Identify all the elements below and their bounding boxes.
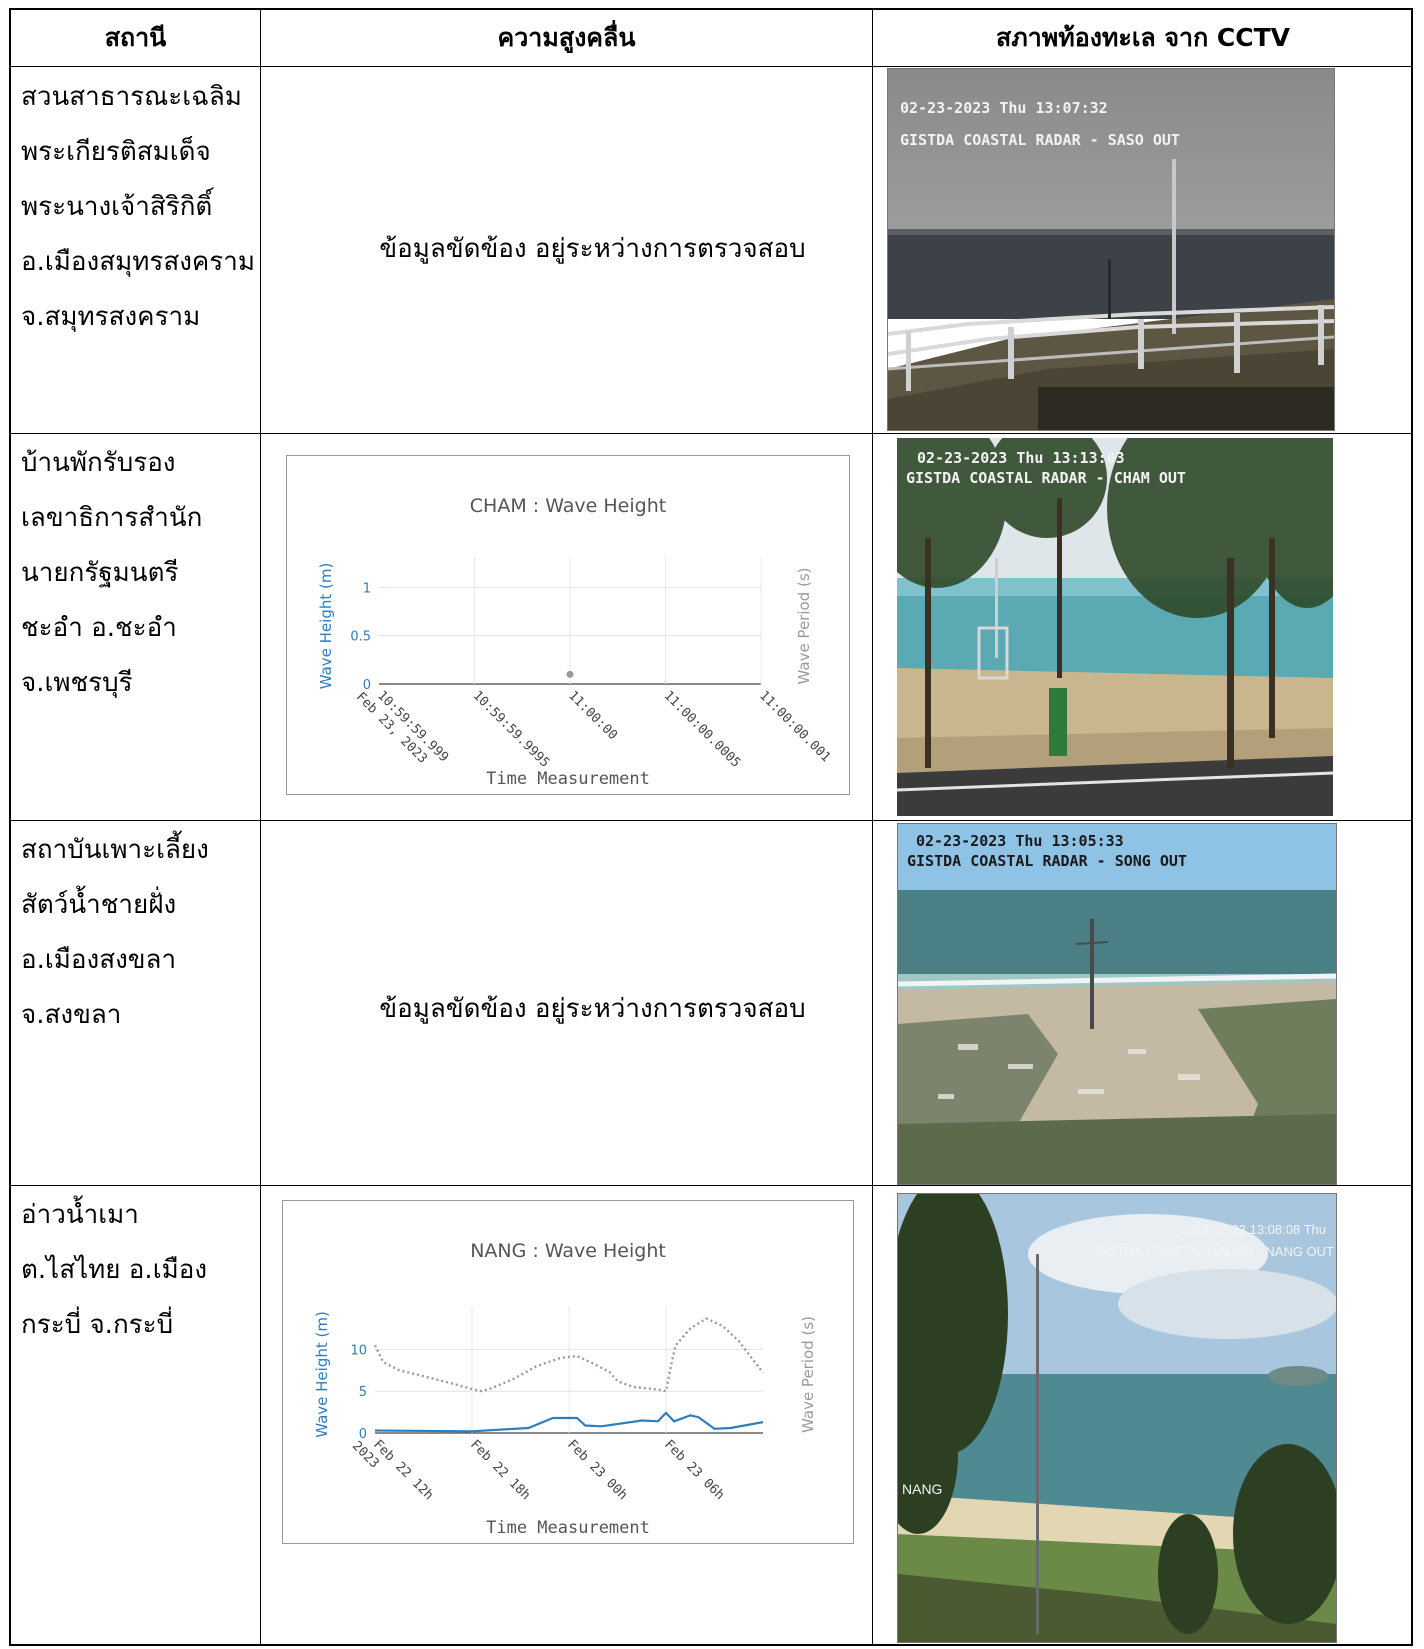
chart-title: CHAM : Wave Height [470, 495, 666, 517]
station-line: อ่าวน้ำเมา [21, 1200, 139, 1230]
y-tick-label: 0 [359, 1427, 367, 1442]
wave-monitoring-table: สถานี ความสูงคลื่น สภาพท้องทะเล จาก CCTV… [9, 8, 1413, 1646]
station-line: เลขาธิการสำนัก [21, 503, 203, 533]
x-tick-label: 11:00:00.0005 [661, 688, 744, 771]
cctv-timestamp: 02-23-2023 Thu 13:07:32 [900, 99, 1108, 117]
header-station: สถานี [104, 23, 167, 52]
cctv-timestamp: 02-23-2023 Thu 13:05:33 [916, 832, 1124, 850]
y-tick-label: 0.5 [350, 630, 371, 645]
station-line: กระบี่ จ.กระบี่ [21, 1310, 174, 1340]
station-line: สัตว์น้ำชายฝั่ง [21, 890, 177, 920]
y2-axis-title: Wave Period (s) [795, 568, 813, 685]
x-tick-label: Feb 22 12h2023 [349, 1427, 436, 1514]
station-line: จ.สมุทรสงคราม [21, 302, 201, 332]
x-axis-title: Time Measurement [486, 1518, 650, 1538]
cctv-image-song: 02-23-2023 Thu 13:05:33 GISTDA COASTAL R… [897, 823, 1337, 1185]
wave-period-series-line [373, 1317, 764, 1393]
station-line: นายกรัฐมนตรี [21, 558, 179, 588]
header-divider [11, 66, 1411, 67]
chart-title: NANG : Wave Height [470, 1240, 666, 1262]
station-line: พระเกียรติสมเด็จ [21, 137, 211, 167]
row-divider [11, 820, 1411, 821]
y-axis-title: Wave Height (m) [313, 1311, 331, 1438]
station-line: บ้านพักรับรอง [21, 448, 176, 478]
header-sea-condition: สภาพท้องทะเล จาก CCTV [995, 23, 1291, 52]
station-line: สวนสาธารณะเฉลิม [21, 82, 242, 112]
cctv-image-saso: 02-23-2023 Thu 13:07:32 GISTDA COASTAL R… [887, 68, 1335, 431]
cctv-caption: GISTDA COASTAL RADAR - SONG OUT [907, 852, 1187, 870]
cham-wave-chart: CHAM : Wave Height 0 0.5 1 10:59:59.999Feb 2… [286, 455, 850, 795]
x-tick-label: Feb 23 06h [661, 1437, 727, 1503]
cctv-timestamp: 2023-02-23 13:08:08 Thu [1180, 1222, 1327, 1237]
station-cell: อ่าวน้ำเมา ต.ไสไทย อ.เมือง กระบี่ จ.กระบ… [21, 1188, 271, 1353]
station-cell: บ้านพักรับรอง เลขาธิการสำนัก นายกรัฐมนตร… [21, 436, 271, 711]
station-cell: สวนสาธารณะเฉลิม พระเกียรติสมเด็จ พระนางเ… [21, 70, 271, 345]
cctv-caption: GISTDA COASTAL RADAR - NANG OUT [1094, 1244, 1334, 1259]
cctv-caption: GISTDA COASTAL RADAR - SASO OUT [900, 131, 1180, 149]
x-tick-label: 11:00:00.001 [756, 688, 833, 765]
cctv-image-cham: 02-23-2023 Thu 13:13:03 GISTDA COASTAL R… [897, 438, 1333, 816]
station-line: สถาบันเพาะเลี้ยง [21, 835, 209, 865]
cctv-timestamp: 02-23-2023 Thu 13:13:03 [917, 449, 1125, 467]
station-line: ชะอำ อ.ชะอำ [21, 613, 177, 643]
x-tick-label: Feb 22 18h [467, 1437, 533, 1503]
x-axis-title: Time Measurement [486, 769, 650, 789]
x-tick-label: Feb 23 00h [564, 1437, 630, 1503]
nang-wave-chart: NANG : Wave Height 0 5 10 Feb 22 12h2023 Feb … [282, 1200, 854, 1544]
station-line: พระนางเจ้าสิริกิติ์ [21, 192, 213, 222]
y-tick-label: 10 [350, 1343, 367, 1358]
y-tick-label: 1 [363, 581, 371, 596]
no-data-message: ข้อมูลขัดข้อง อยู่ระหว่างการตรวจสอบ [379, 234, 806, 264]
header-wave-height: ความสูงคลื่น [497, 23, 636, 52]
station-cell: สถาบันเพาะเลี้ยง สัตว์น้ำชายฝั่ง อ.เมือง… [21, 823, 271, 1043]
data-point [566, 670, 574, 678]
no-data-message: ข้อมูลขัดข้อง อยู่ระหว่างการตรวจสอบ [379, 994, 806, 1024]
station-line: จ.สงขลา [21, 1000, 122, 1030]
row-divider [11, 1185, 1411, 1186]
column-divider [872, 10, 873, 1644]
y-tick-label: 5 [359, 1385, 367, 1400]
column-divider [260, 10, 261, 1644]
y2-axis-title: Wave Period (s) [799, 1316, 817, 1433]
row-divider [11, 433, 1411, 434]
station-line: อ.เมืองสงขลา [21, 945, 177, 975]
station-line: ต.ไสไทย อ.เมือง [21, 1255, 208, 1285]
cctv-caption: GISTDA COASTAL RADAR - CHAM OUT [906, 469, 1186, 487]
cctv-image-nang: 2023-02-23 13:08:08 Thu GISTDA COASTAL R… [897, 1193, 1337, 1643]
station-line: จ.เพชรบุรี [21, 668, 133, 698]
station-line: อ.เมืองสมุทรสงคราม [21, 247, 255, 277]
cctv-site-label: NANG [902, 1481, 942, 1497]
x-tick-label: 10:59:59.9995 [470, 688, 553, 771]
y-axis-title: Wave Height (m) [317, 563, 335, 690]
y-tick-label: 0 [363, 678, 371, 693]
x-tick-label: 10:59:59.999Feb 23, 2023 [353, 678, 451, 776]
x-tick-label: 11:00:00 [565, 688, 620, 743]
wave-height-series-line [374, 1411, 764, 1433]
